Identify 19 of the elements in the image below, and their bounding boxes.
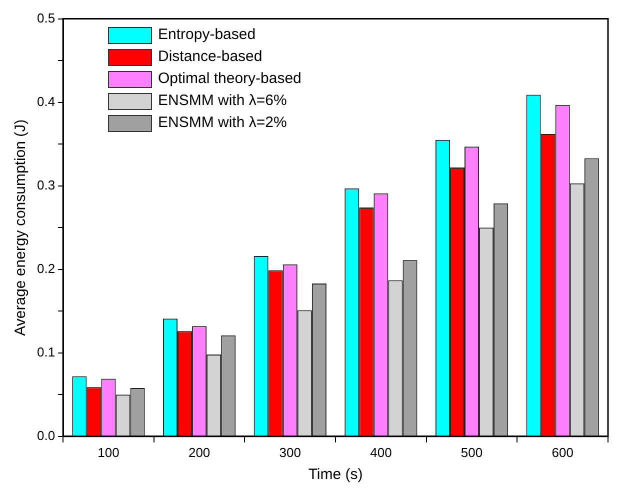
y-tick-label: 0.1 [36, 344, 56, 360]
y-tick-label: 0.3 [36, 177, 56, 192]
y-tick-label: 0.4 [36, 94, 56, 109]
legend-label: Entropy-based [158, 26, 256, 44]
x-tick-label: 300 [279, 444, 301, 460]
x-tick-label: 400 [370, 444, 392, 460]
y-axis-title: Average energy consumption (J) [12, 119, 30, 336]
y-tick-label: 0.0 [36, 428, 56, 443]
x-tick-label: 100 [98, 444, 120, 460]
legend-label: ENSMM with λ=6% [158, 92, 287, 110]
x-tick-label: 500 [460, 444, 483, 460]
legend-label: ENSMM with λ=2% [158, 114, 287, 132]
x-tick-label: 600 [552, 444, 574, 460]
x-axis-title: Time (s) [308, 466, 363, 484]
x-tick-label: 200 [188, 444, 210, 460]
y-tick-label: 0.2 [36, 260, 56, 276]
legend-label: Optimal theory-based [158, 70, 302, 88]
y-tick-label: 0.5 [36, 10, 56, 26]
legend-label: Distance-based [158, 48, 262, 66]
